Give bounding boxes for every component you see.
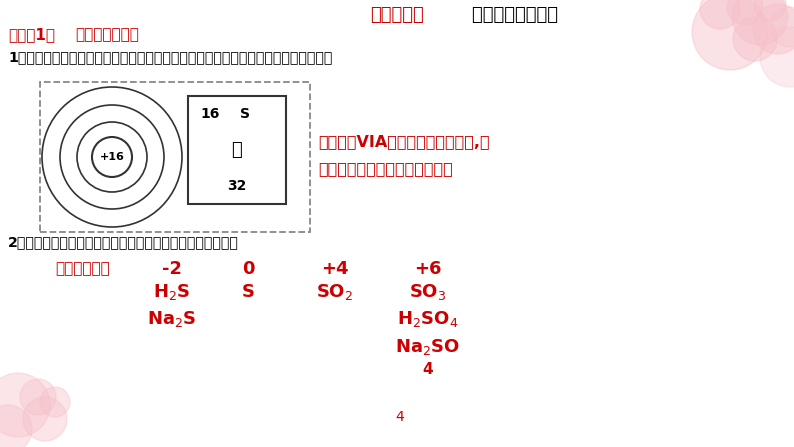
Circle shape [0,373,50,437]
Text: SO$_3$: SO$_3$ [409,282,447,302]
Circle shape [700,0,740,29]
Bar [188,96,286,204]
Text: 2 8 6: 2 8 6 [187,151,224,164]
Text: H$_2$SO$_4$: H$_2$SO$_4$ [397,309,459,329]
Circle shape [760,27,794,87]
Text: 【环节二】: 【环节二】 [370,6,424,24]
Text: S: S [240,107,250,121]
Circle shape [40,387,70,417]
Circle shape [20,379,56,415]
Circle shape [692,0,768,70]
Text: SO$_2$: SO$_2$ [316,282,353,302]
Circle shape [732,0,788,45]
Text: 【思考与讨论】: 【思考与讨论】 [75,28,139,42]
Text: 然界中既有游离态又有化合态。: 然界中既有游离态又有化合态。 [318,161,453,177]
Text: 0: 0 [241,260,254,278]
Circle shape [727,0,763,25]
Text: +6: +6 [414,260,441,278]
Text: 32: 32 [227,179,247,193]
Text: Na$_2$S: Na$_2$S [147,309,197,329]
Circle shape [754,0,786,21]
Text: S: S [241,283,255,301]
Text: -2: -2 [162,260,182,278]
Text: 【任务1】: 【任务1】 [8,28,55,42]
Text: 硫: 硫 [232,141,242,159]
Text: 2、硫有哪些常见的化合价？你知道含硫元素的物质有哪些？: 2、硫有哪些常见的化合价？你知道含硫元素的物质有哪些？ [8,235,239,249]
Text: +4: +4 [322,260,349,278]
Text: +16: +16 [99,152,125,162]
Text: 1、画出硫元素的原子结构示意图，判断在周期表中的位置，与氧相比非金属性怎样？: 1、画出硫元素的原子结构示意图，判断在周期表中的位置，与氧相比非金属性怎样？ [8,50,333,64]
Text: 4: 4 [395,410,404,424]
Text: 第三周期VIA族、非金属性比氧弱,自: 第三周期VIA族、非金属性比氧弱,自 [318,135,490,149]
Text: Na$_2$SO: Na$_2$SO [395,337,461,357]
Bar [40,82,310,232]
Circle shape [23,397,67,441]
Circle shape [770,7,794,47]
Text: 16: 16 [200,107,219,121]
Text: 认识硫和二氧化硫: 认识硫和二氧化硫 [447,6,558,24]
Circle shape [0,405,32,447]
Text: H$_2$S: H$_2$S [153,282,191,302]
Circle shape [753,4,794,54]
Circle shape [733,17,777,61]
Text: 主要化合价：: 主要化合价： [55,261,110,277]
Text: 4: 4 [422,362,434,376]
